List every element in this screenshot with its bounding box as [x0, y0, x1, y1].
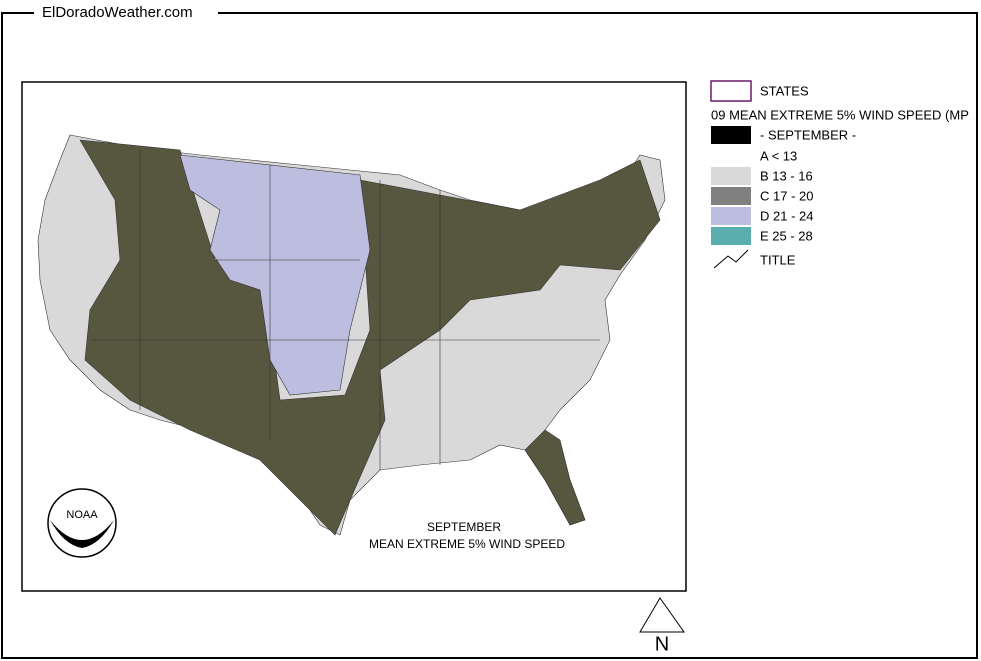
- noaa-bird: [50, 520, 114, 548]
- title-symbol: [713, 249, 749, 269]
- legend-title: TITLE: [760, 252, 796, 267]
- swatch-e: [711, 227, 751, 245]
- swatch-d: [711, 207, 751, 225]
- noaa-text: NOAA: [66, 509, 98, 521]
- swatch-c: [711, 187, 751, 205]
- map-title: SEPTEMBER: [427, 520, 501, 534]
- swatch-b: [711, 167, 751, 185]
- legend-class: D 21 - 24: [760, 208, 813, 223]
- site-name: ElDoradoWeather.com: [42, 4, 193, 21]
- noaa-logo: [47, 488, 117, 558]
- north-label: N: [655, 633, 669, 655]
- month-swatch: [711, 126, 751, 144]
- map-subtitle: MEAN EXTREME 5% WIND SPEED: [369, 537, 565, 551]
- legend-class: E 25 - 28: [760, 228, 813, 243]
- states-swatch: [710, 80, 752, 102]
- outer-frame: [1, 12, 978, 659]
- region-c-florida: [524, 429, 586, 526]
- legend: STATES 09 MEAN EXTREME 5% WIND SPEED (MP…: [710, 80, 969, 269]
- header-bg: [34, 4, 218, 22]
- legend-layer: 09 MEAN EXTREME 5% WIND SPEED (MP: [711, 107, 969, 122]
- legend-class: C 17 - 20: [760, 188, 813, 203]
- legend-month: - SEPTEMBER -: [760, 127, 856, 142]
- legend-class: B 13 - 16: [760, 168, 813, 183]
- north-arrow: [639, 597, 685, 633]
- us-map: [37, 134, 666, 536]
- legend-class: A < 13: [760, 148, 797, 163]
- legend-states: STATES: [760, 83, 809, 98]
- region-c: [79, 139, 661, 536]
